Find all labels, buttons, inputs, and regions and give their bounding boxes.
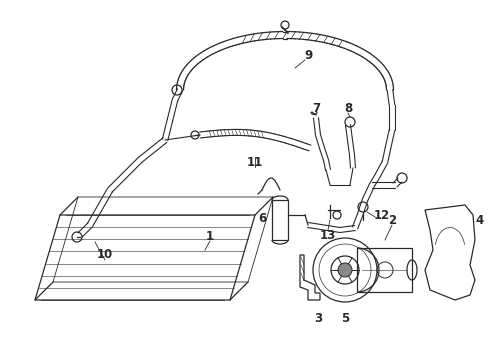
Text: 3: 3 [314, 311, 322, 324]
Text: 10: 10 [97, 248, 113, 261]
Text: 13: 13 [320, 229, 336, 242]
Text: 11: 11 [247, 156, 263, 168]
Text: 5: 5 [341, 311, 349, 324]
Text: 6: 6 [258, 212, 266, 225]
Text: 9: 9 [304, 49, 312, 62]
Circle shape [338, 263, 352, 277]
Text: 2: 2 [388, 213, 396, 226]
Text: 1: 1 [206, 230, 214, 243]
Text: 8: 8 [344, 102, 352, 114]
Text: 7: 7 [312, 102, 320, 114]
Text: 12: 12 [374, 208, 390, 221]
Text: 4: 4 [476, 213, 484, 226]
